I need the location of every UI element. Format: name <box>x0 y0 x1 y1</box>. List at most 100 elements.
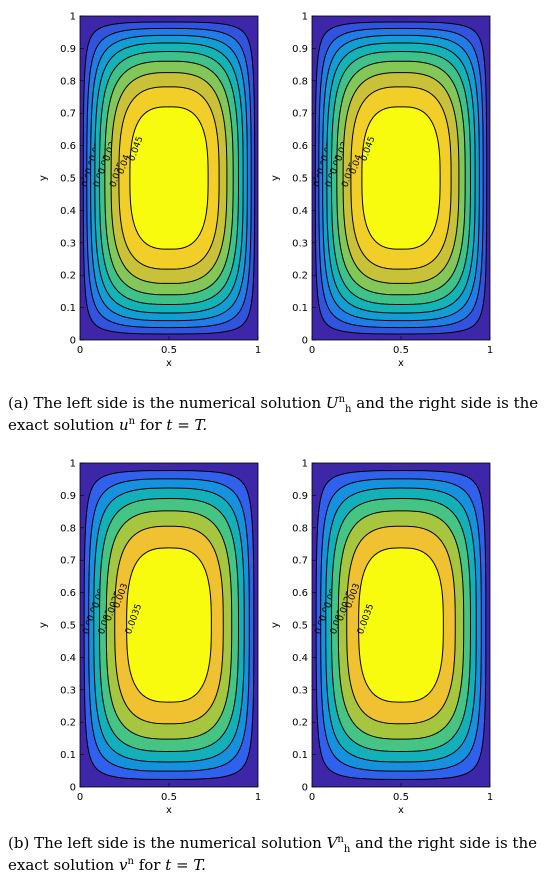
y-tick-label: 0.1 <box>60 750 76 761</box>
y-tick-label: 0.1 <box>60 303 76 314</box>
y-tick-label: 0.8 <box>292 76 308 87</box>
y-tick-label: 0.1 <box>292 303 308 314</box>
contour-line-0.002 <box>99 498 239 752</box>
caption-b-tag: (b) <box>8 834 30 852</box>
y-tick-label: 0.4 <box>60 653 76 664</box>
contour-line-0.001 <box>88 478 250 772</box>
caption-a-tag: (a) <box>8 394 29 412</box>
contour-line-0.0005 <box>83 470 255 780</box>
y-tick-label: 0.3 <box>60 685 76 696</box>
y-tick-label: 0.7 <box>60 109 76 120</box>
figure-b-contour-plots: 0.00050.0010.00150.0020.00250.0030.00350… <box>38 459 493 817</box>
caption-b-sup1: n <box>337 834 344 845</box>
y-tick-label: 0.7 <box>60 556 76 567</box>
y-tick-label: 0.6 <box>60 588 76 599</box>
caption-b: (b) The left side is the numerical solut… <box>8 832 546 876</box>
x-tick-label: 0.5 <box>393 792 409 803</box>
y-tick-label: 0.3 <box>292 238 308 249</box>
contour-line-0.0015 <box>325 487 477 763</box>
x-axis-label: x <box>166 358 172 369</box>
contour-line-0.01 <box>86 27 252 329</box>
caption-a-sup1: n <box>338 394 346 405</box>
y-tick-label: 0.2 <box>292 718 308 729</box>
contour-line-0.04 <box>350 86 452 270</box>
y-tick-label: 0.2 <box>60 718 76 729</box>
x-tick-label: 0 <box>77 792 83 803</box>
contour-panel-0-0: 0.0050.010.0150.020.0250.030.0350.040.04… <box>38 12 261 370</box>
y-tick-label: 0.8 <box>60 76 76 87</box>
caption-a-equation: t = T. <box>166 416 208 434</box>
x-tick-label: 0.5 <box>161 345 177 356</box>
x-tick-label: 0 <box>309 792 315 803</box>
contour-line-0.03 <box>104 60 234 296</box>
contour-line-0.045 <box>361 106 441 250</box>
x-tick-label: 1 <box>255 792 261 803</box>
y-tick-label: 0.4 <box>292 206 308 217</box>
contour-panel-1-0: 0.00050.0010.00150.0020.00250.0030.00350… <box>38 459 261 817</box>
caption-a-text1: The left side is the numerical solution <box>33 394 322 412</box>
y-tick-label: 0.8 <box>292 523 308 534</box>
y-axis-label: y <box>270 622 281 628</box>
x-tick-label: 0 <box>77 345 83 356</box>
contour-line-0.0035 <box>358 547 444 703</box>
contour-line-0.015 <box>322 34 480 322</box>
contour-line-0.035 <box>110 72 228 284</box>
y-tick-label: 0.2 <box>60 271 76 282</box>
caption-b-text2: and the right side is the exact solution <box>8 834 537 874</box>
contour-line-0.04 <box>118 86 220 270</box>
contour-line-0.001 <box>320 478 482 772</box>
contour-line-0.025 <box>99 51 239 305</box>
contour-panel-0-1: 0.0050.010.0150.020.0250.030.0350.040.04… <box>270 12 493 370</box>
contour-line-0.0025 <box>337 510 465 740</box>
y-axis-label: y <box>270 175 281 181</box>
contour-line-0.0015 <box>93 487 245 763</box>
contour-band-7 <box>126 547 212 703</box>
caption-a-text2: and the right side is the exact solution <box>8 394 539 434</box>
y-tick-label: 0 <box>302 783 308 794</box>
y-tick-label: 0.4 <box>292 653 308 664</box>
contour-panel-1-1: 0.00050.0010.00150.0020.00250.0030.00350… <box>270 459 493 817</box>
caption-b-symbol1: V <box>326 834 338 852</box>
contour-band-7 <box>358 547 444 703</box>
y-tick-label: 0.6 <box>292 141 308 152</box>
contour-line-0.01 <box>318 27 484 329</box>
caption-b-equation: t = T. <box>165 856 206 874</box>
caption-a: (a) The left side is the numerical solut… <box>8 392 546 436</box>
y-tick-label: 0.7 <box>292 556 308 567</box>
y-tick-label: 0.1 <box>292 750 308 761</box>
caption-b-sup2: n <box>127 856 134 867</box>
contour-line-0.003 <box>114 525 224 725</box>
y-axis-label: y <box>38 622 49 628</box>
caption-a-symbol2: u <box>118 416 129 434</box>
contour-line-0.0025 <box>105 510 233 740</box>
x-tick-label: 1 <box>487 792 493 803</box>
x-axis-label: x <box>398 358 404 369</box>
x-axis-label: x <box>398 805 404 816</box>
contour-band-9 <box>361 106 441 250</box>
x-tick-label: 0.5 <box>393 345 409 356</box>
y-tick-label: 0.3 <box>60 238 76 249</box>
caption-a-symbol1: U <box>325 394 339 412</box>
y-tick-label: 0.5 <box>60 621 76 632</box>
contour-band-9 <box>129 106 209 250</box>
x-axis-label: x <box>166 805 172 816</box>
caption-a-sub1: h <box>345 404 352 415</box>
y-tick-label: 1 <box>302 459 308 470</box>
y-tick-label: 0.7 <box>292 109 308 120</box>
x-tick-label: 1 <box>487 345 493 356</box>
y-tick-label: 0.9 <box>292 491 308 502</box>
contour-line-0.015 <box>90 34 248 322</box>
y-tick-label: 0.3 <box>292 685 308 696</box>
contour-line-0.002 <box>331 498 471 752</box>
y-tick-label: 0.9 <box>60 491 76 502</box>
contour-line-0.035 <box>342 72 460 284</box>
y-tick-label: 1 <box>302 12 308 23</box>
y-tick-label: 0 <box>70 783 76 794</box>
y-tick-label: 0.5 <box>292 621 308 632</box>
x-tick-label: 0.5 <box>161 792 177 803</box>
x-tick-label: 0 <box>309 345 315 356</box>
contour-line-0.02 <box>94 42 244 314</box>
x-tick-label: 1 <box>255 345 261 356</box>
caption-b-text1: The left side is the numerical solution <box>34 834 322 852</box>
y-axis-label: y <box>38 175 49 181</box>
